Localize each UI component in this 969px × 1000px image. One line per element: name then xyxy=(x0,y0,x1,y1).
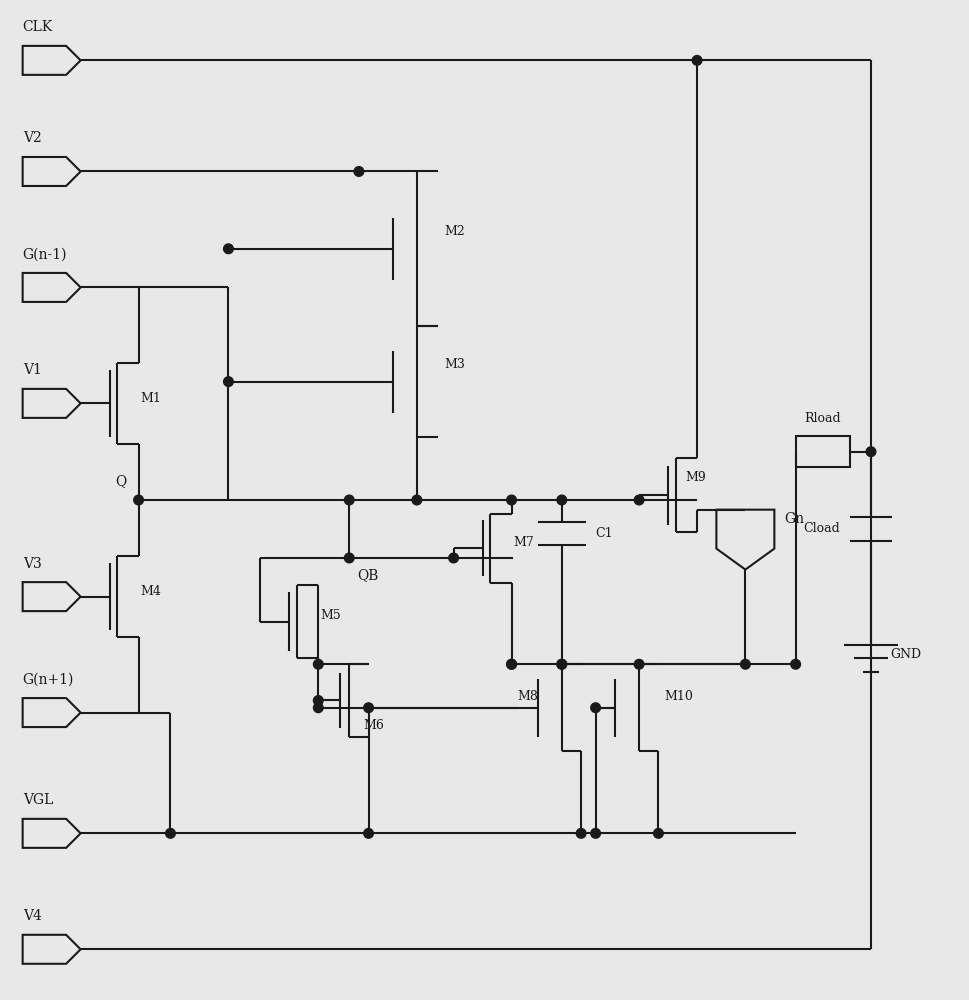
Circle shape xyxy=(591,703,601,713)
Circle shape xyxy=(166,829,175,838)
Circle shape xyxy=(314,703,323,713)
Circle shape xyxy=(557,495,567,505)
Text: M7: M7 xyxy=(514,536,534,549)
Circle shape xyxy=(557,659,567,669)
Text: M10: M10 xyxy=(664,690,693,703)
Circle shape xyxy=(354,167,363,176)
Text: CLK: CLK xyxy=(22,20,53,34)
Circle shape xyxy=(224,377,234,386)
Text: M5: M5 xyxy=(320,609,341,622)
Text: V4: V4 xyxy=(22,909,42,923)
Circle shape xyxy=(134,495,143,505)
Text: M3: M3 xyxy=(444,358,465,371)
Circle shape xyxy=(507,495,516,505)
Circle shape xyxy=(557,659,567,669)
Circle shape xyxy=(412,495,422,505)
Text: G(n+1): G(n+1) xyxy=(22,672,74,686)
Text: M1: M1 xyxy=(141,392,162,405)
Circle shape xyxy=(314,696,323,705)
Text: Q: Q xyxy=(115,474,127,488)
Circle shape xyxy=(507,659,516,669)
Circle shape xyxy=(577,829,586,838)
Text: Cload: Cload xyxy=(803,522,840,535)
Text: V1: V1 xyxy=(22,363,42,377)
Circle shape xyxy=(653,829,663,838)
Circle shape xyxy=(635,659,644,669)
Circle shape xyxy=(866,447,876,457)
Text: M8: M8 xyxy=(517,690,539,703)
Circle shape xyxy=(692,56,702,65)
Circle shape xyxy=(344,495,354,505)
Circle shape xyxy=(344,553,354,563)
Circle shape xyxy=(363,703,373,713)
Text: M9: M9 xyxy=(685,471,706,484)
Circle shape xyxy=(791,659,800,669)
Circle shape xyxy=(635,495,644,505)
Text: QB: QB xyxy=(357,568,378,582)
Circle shape xyxy=(449,553,458,563)
Text: Rload: Rload xyxy=(804,412,841,425)
Text: Gn: Gn xyxy=(784,512,804,526)
Circle shape xyxy=(591,829,601,838)
Circle shape xyxy=(224,244,234,254)
Circle shape xyxy=(740,659,750,669)
Text: V3: V3 xyxy=(22,557,42,571)
Text: GND: GND xyxy=(891,648,922,661)
Circle shape xyxy=(507,659,516,669)
Text: M6: M6 xyxy=(363,719,385,732)
Text: V2: V2 xyxy=(22,131,42,145)
Text: M4: M4 xyxy=(141,585,162,598)
Text: VGL: VGL xyxy=(22,793,53,807)
Text: G(n-1): G(n-1) xyxy=(22,247,67,261)
Text: M2: M2 xyxy=(444,225,465,238)
Text: C1: C1 xyxy=(596,527,613,540)
Circle shape xyxy=(363,829,373,838)
Circle shape xyxy=(314,659,323,669)
